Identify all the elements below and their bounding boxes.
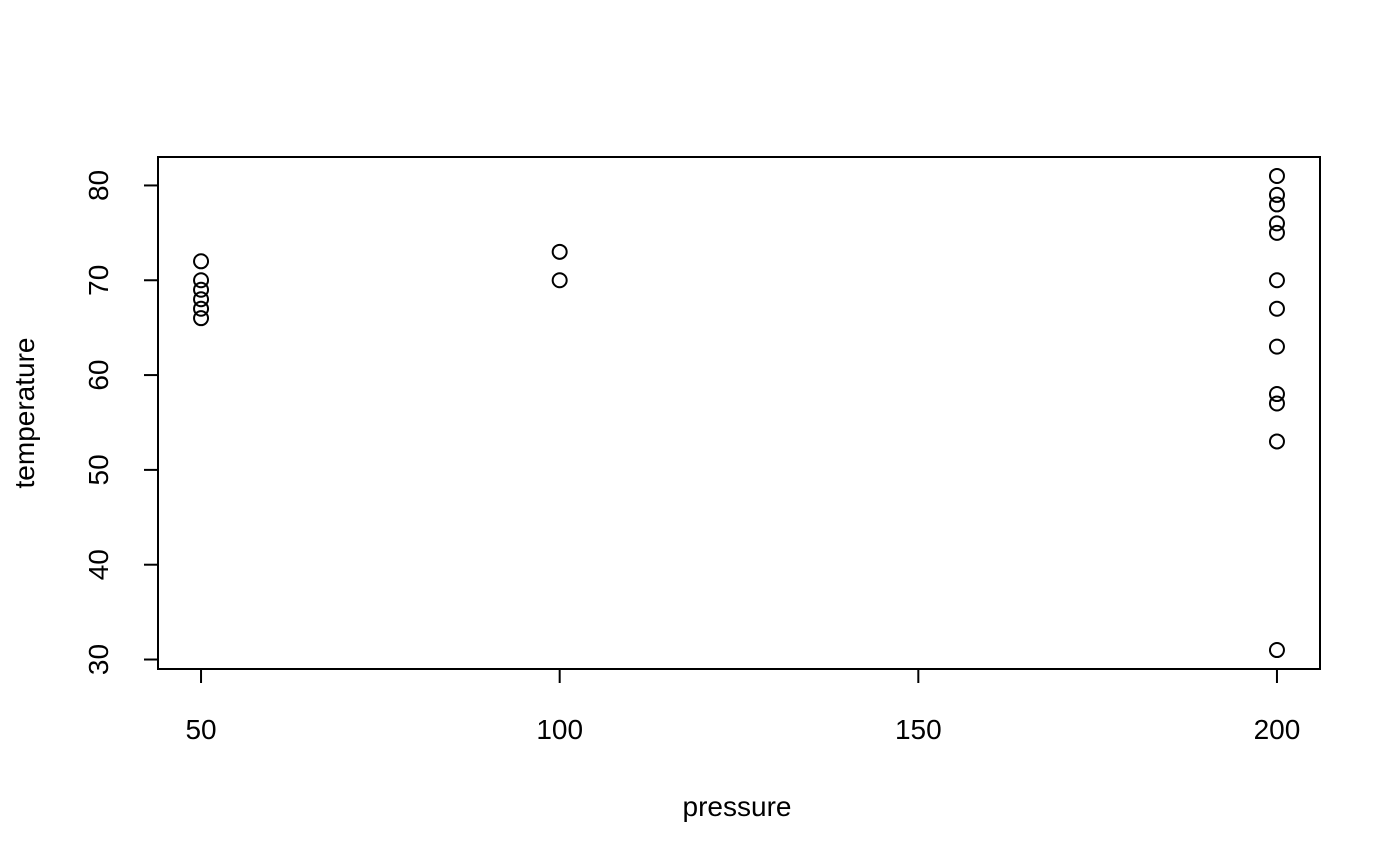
y-tick-label: 30: [83, 644, 114, 675]
data-point: [193, 281, 210, 298]
y-tick-label: 70: [83, 265, 114, 296]
data-point: [193, 291, 210, 308]
data-point: [551, 272, 568, 289]
data-point: [193, 310, 210, 327]
data-point: [1268, 338, 1285, 355]
data-point: [1268, 224, 1285, 241]
data-point: [1268, 167, 1285, 184]
x-axis: 50 100 150 200: [185, 668, 1301, 745]
data-point: [1268, 386, 1285, 403]
data-point: [193, 300, 210, 317]
data-point: [1268, 395, 1285, 412]
y-axis: 30 40 50 60 70 80: [83, 170, 159, 675]
data-point: [1268, 642, 1285, 659]
data-points: [193, 167, 1285, 659]
plot-frame: [157, 156, 1321, 670]
y-tick-label: 40: [83, 549, 114, 580]
x-tick-label: 200: [1254, 714, 1301, 745]
y-axis-label: temperature: [9, 338, 40, 489]
data-point: [1268, 300, 1285, 317]
data-point: [193, 253, 210, 270]
data-point: [551, 243, 568, 260]
x-tick-label: 100: [536, 714, 583, 745]
x-tick-label: 150: [895, 714, 942, 745]
y-tick-label: 50: [83, 454, 114, 485]
y-tick-label: 60: [83, 359, 114, 390]
y-tick-label: 80: [83, 170, 114, 201]
data-point: [1268, 186, 1285, 203]
data-point: [1268, 433, 1285, 450]
data-point: [1268, 272, 1285, 289]
x-axis-label: pressure: [683, 791, 792, 822]
data-point: [1268, 196, 1285, 213]
data-point: [1268, 215, 1285, 232]
x-tick-label: 50: [185, 714, 216, 745]
data-point: [193, 272, 210, 289]
